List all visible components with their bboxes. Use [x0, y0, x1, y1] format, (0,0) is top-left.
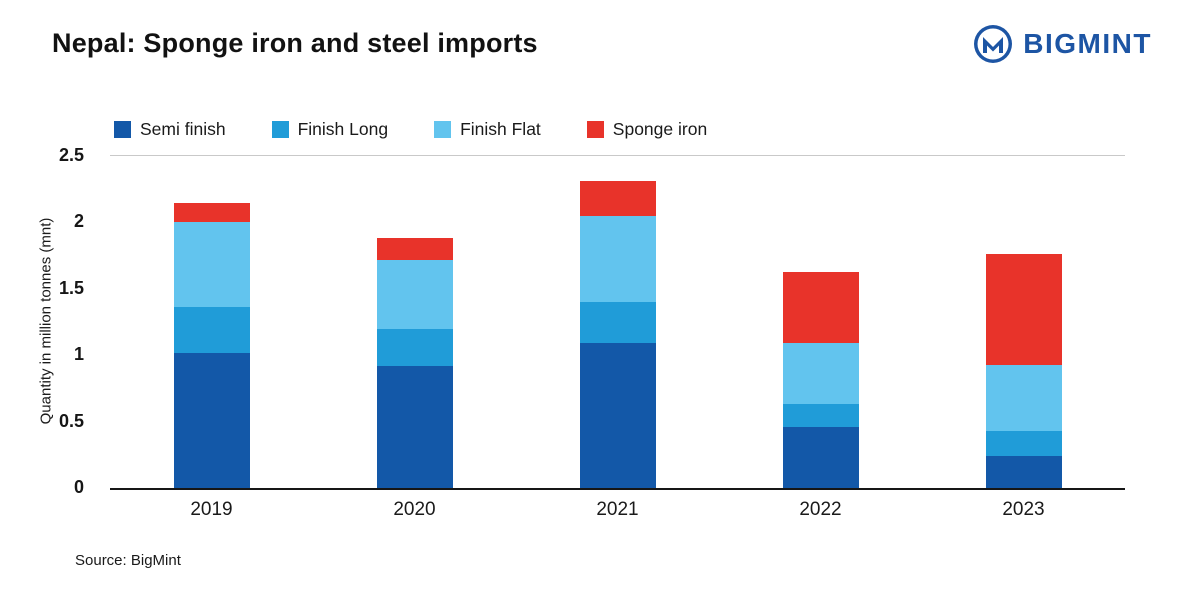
x-tick-label: 2023	[1002, 499, 1045, 520]
bar-segment	[579, 343, 656, 488]
bar	[579, 181, 656, 488]
plot-area	[110, 155, 1125, 490]
x-tick-label: 2021	[596, 499, 639, 520]
y-axis-ticks: 0 0.5 1 1.5 2 2.5	[0, 145, 98, 497]
brand-logo: BIGMINT	[973, 24, 1152, 64]
x-tick-label: 2020	[393, 499, 436, 520]
bar-segment	[782, 404, 859, 427]
y-tick-label: 1	[73, 344, 84, 365]
x-tick-label: 2019	[190, 499, 233, 520]
x-axis-labels: 2019 2020 2021 2022 2023	[110, 499, 1125, 521]
legend-item: Sponge iron	[586, 119, 708, 140]
bar-segment	[985, 254, 1062, 365]
y-tick-label: 2.5	[58, 145, 84, 165]
brand-name: BIGMINT	[1023, 28, 1152, 59]
y-tick-label: 2	[73, 211, 84, 232]
bar-segment	[985, 364, 1062, 431]
bars-container	[110, 156, 1125, 488]
legend-label: Finish Flat	[460, 119, 541, 139]
x-tick-label: 2022	[799, 499, 842, 520]
bar	[782, 271, 859, 488]
y-tick-label: 1.5	[58, 277, 84, 298]
bar-segment	[376, 259, 453, 329]
bar	[173, 202, 250, 488]
y-tick-label: 0.5	[58, 410, 84, 431]
bar-segment	[376, 238, 453, 260]
bar-segment	[376, 365, 453, 488]
bar-segment	[173, 202, 250, 223]
bar-column	[922, 156, 1125, 488]
bar	[376, 238, 453, 488]
bar-segment	[173, 352, 250, 488]
legend-label: Semi finish	[140, 119, 226, 139]
bar-segment	[376, 328, 453, 366]
bar-segment	[782, 426, 859, 488]
legend-swatch	[114, 121, 131, 138]
bar-column	[110, 156, 313, 488]
legend-item: Finish Flat	[434, 119, 541, 140]
legend: Semi finish Finish Long Finish Flat Sponge …	[114, 119, 707, 140]
legend-swatch	[434, 121, 452, 138]
legend-swatch	[586, 121, 604, 138]
bar-column	[516, 156, 719, 488]
bar-segment	[782, 271, 859, 344]
y-tick-label: 0	[73, 477, 84, 497]
bar	[985, 254, 1062, 488]
bar-segment	[173, 307, 250, 353]
legend-label: Sponge iron	[612, 119, 708, 139]
legend-item: Finish Long	[271, 119, 389, 140]
bar-column	[313, 156, 516, 488]
bar-segment	[579, 215, 656, 303]
legend-item: Semi finish	[114, 119, 226, 140]
page-title: Nepal: Sponge iron and steel imports	[52, 28, 538, 58]
bar-segment	[782, 343, 859, 405]
bar-segment	[985, 430, 1062, 457]
legend-swatch	[271, 121, 289, 138]
bar-segment	[579, 302, 656, 344]
bar-segment	[173, 222, 250, 308]
bar-segment	[985, 456, 1062, 488]
bigmint-icon	[973, 24, 1013, 64]
bar-segment	[579, 181, 656, 216]
bar-column	[719, 156, 922, 488]
legend-label: Finish Long	[297, 119, 389, 139]
source-note: Source: BigMint	[75, 552, 181, 569]
